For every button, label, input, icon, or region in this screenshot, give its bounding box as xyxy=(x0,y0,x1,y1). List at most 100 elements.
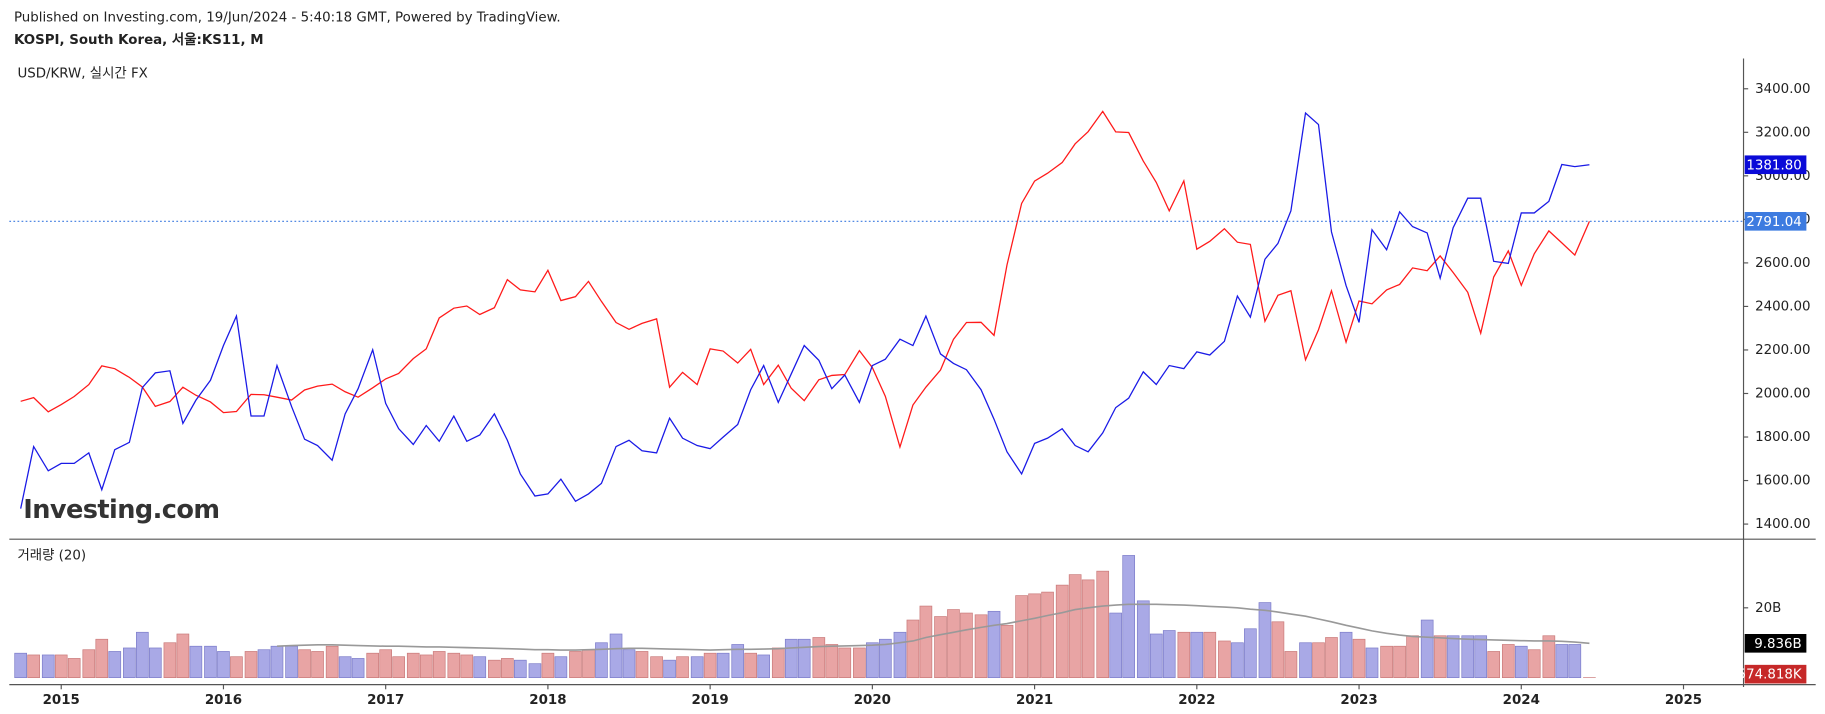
chart-subtitle: KOSPI, South Korea, 서울:KS11, M xyxy=(14,31,264,48)
volume-bar xyxy=(447,652,461,679)
volume-bar xyxy=(1177,631,1191,679)
volume-bar xyxy=(82,649,96,679)
volume-bar xyxy=(784,638,798,679)
volume-bar xyxy=(919,605,933,679)
volume-bar xyxy=(1096,570,1110,679)
volume-bar xyxy=(757,654,770,679)
volume-bar xyxy=(1271,621,1285,679)
volume-bar xyxy=(663,659,676,679)
volume-bar xyxy=(54,654,68,679)
volume-bar xyxy=(853,647,866,679)
volume-bar xyxy=(244,651,258,679)
volume-bar xyxy=(136,631,149,679)
volume-bar xyxy=(1162,630,1176,679)
volume-bar xyxy=(1393,645,1406,679)
volume-bar xyxy=(366,652,380,679)
volume-bar xyxy=(582,649,595,679)
volume-bar xyxy=(1231,642,1244,679)
volume-bar xyxy=(947,609,960,679)
volume-bar xyxy=(1555,644,1569,679)
x-tick-label: 2016 xyxy=(205,693,242,708)
volume-bar xyxy=(67,658,81,679)
volume-bar xyxy=(1514,645,1528,679)
volume-bar xyxy=(460,654,474,679)
volume-bar xyxy=(1244,628,1257,679)
volume-bar xyxy=(108,651,122,679)
volume-bar xyxy=(1081,579,1095,679)
volume-bar xyxy=(1446,635,1460,679)
volume-ma xyxy=(276,603,1590,651)
volume-bar xyxy=(1028,593,1041,679)
volume-bar xyxy=(1218,640,1231,679)
volume-bar xyxy=(406,652,420,679)
volume-bar xyxy=(1068,574,1082,679)
y-tick-label: 2000.00 xyxy=(1755,386,1810,401)
volume-bar xyxy=(488,659,501,679)
volume-bar xyxy=(731,644,745,679)
volume-bar xyxy=(325,645,339,679)
volume-bar xyxy=(1325,637,1338,679)
volume-bar xyxy=(650,656,663,679)
x-tick-label: 2018 xyxy=(529,693,566,708)
volume-bar xyxy=(163,642,177,679)
volume-bar xyxy=(189,645,203,679)
volume-bar xyxy=(473,656,487,679)
volume-bar xyxy=(1568,644,1582,679)
volume-bar xyxy=(1352,638,1366,679)
volume-bar xyxy=(838,647,852,679)
volume-bar xyxy=(1109,612,1123,679)
volume-bar xyxy=(974,614,988,679)
volume-bar xyxy=(690,656,704,679)
volume-bar xyxy=(1542,635,1556,679)
price-label: 2791.04 xyxy=(1746,215,1801,230)
volume-bar xyxy=(622,649,636,679)
volume-bar xyxy=(1474,635,1488,679)
volume-bar xyxy=(204,645,217,679)
volume-bar xyxy=(893,631,907,679)
volume-bar xyxy=(392,656,405,679)
x-tick-label: 2017 xyxy=(367,693,404,708)
volume-bar xyxy=(1487,651,1501,679)
x-tick-label: 2021 xyxy=(1016,693,1053,708)
price-label-box xyxy=(1744,633,1807,653)
x-tick-label: 2022 xyxy=(1178,693,1215,708)
line-series xyxy=(20,110,1591,450)
volume-bar xyxy=(1000,624,1014,679)
volume-bar xyxy=(676,656,689,679)
x-tick-label: 2019 xyxy=(692,693,729,708)
volume-bar xyxy=(1312,642,1325,679)
volume-bar xyxy=(338,656,352,679)
volume-bar xyxy=(1380,645,1393,679)
y-tick-label: 3200.00 xyxy=(1755,125,1810,140)
volume-bar xyxy=(1149,633,1163,679)
volume-bar xyxy=(609,633,623,679)
volume-bar xyxy=(1420,619,1434,679)
volume-bar xyxy=(635,651,649,679)
volume-bar xyxy=(1406,635,1419,679)
volume-bar xyxy=(1433,635,1447,679)
volume-bar xyxy=(311,651,324,679)
volume-bar xyxy=(1365,647,1379,679)
volume-bar xyxy=(1055,584,1069,679)
volume-bar xyxy=(1015,595,1028,679)
volume-bar xyxy=(960,612,973,679)
volume-bar xyxy=(866,642,879,679)
volume-bar xyxy=(285,645,298,679)
price-label-box xyxy=(1744,664,1807,684)
line-series xyxy=(20,111,1590,509)
volume-bar xyxy=(744,652,758,679)
y-tick-label: 3400.00 xyxy=(1755,82,1810,97)
watermark: Investing.com xyxy=(23,495,219,525)
volume-bar xyxy=(1136,600,1150,679)
volume-bar xyxy=(1041,591,1054,679)
volume-bar xyxy=(514,659,527,679)
y-tick-label: 2400.00 xyxy=(1755,299,1810,314)
volume-bar xyxy=(1258,602,1272,679)
y-tick-label: 1600.00 xyxy=(1755,474,1810,489)
volume-bar xyxy=(270,645,284,679)
volume-bar xyxy=(14,652,27,679)
volume-bar xyxy=(569,651,582,679)
price-label: 1381.80 xyxy=(1746,158,1801,173)
volume-bar xyxy=(1501,644,1515,679)
